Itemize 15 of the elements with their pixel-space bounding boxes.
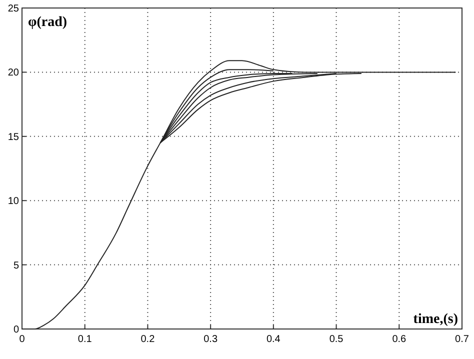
x-tick-label: 0.5 [329,334,344,345]
y-tick-label: 5 [13,260,20,272]
x-tick-label: 0.2 [140,334,156,345]
x-tick-label: 0.6 [392,334,407,345]
x-axis-title: time,(s) [413,312,458,327]
y-tick-label: 25 [8,4,20,14]
y-tick-label: 10 [8,196,20,208]
y-axis-title: φ(rad) [28,15,68,30]
y-tick-label: 15 [8,132,20,143]
x-tick-label: 0.7 [455,334,470,345]
x-tick-label: 0.3 [204,334,218,345]
x-tick-label: 0.1 [78,334,92,345]
x-tick-label: 0.4 [266,334,281,345]
y-tick-label: 0 [13,324,20,336]
y-tick-label: 20 [8,68,20,79]
